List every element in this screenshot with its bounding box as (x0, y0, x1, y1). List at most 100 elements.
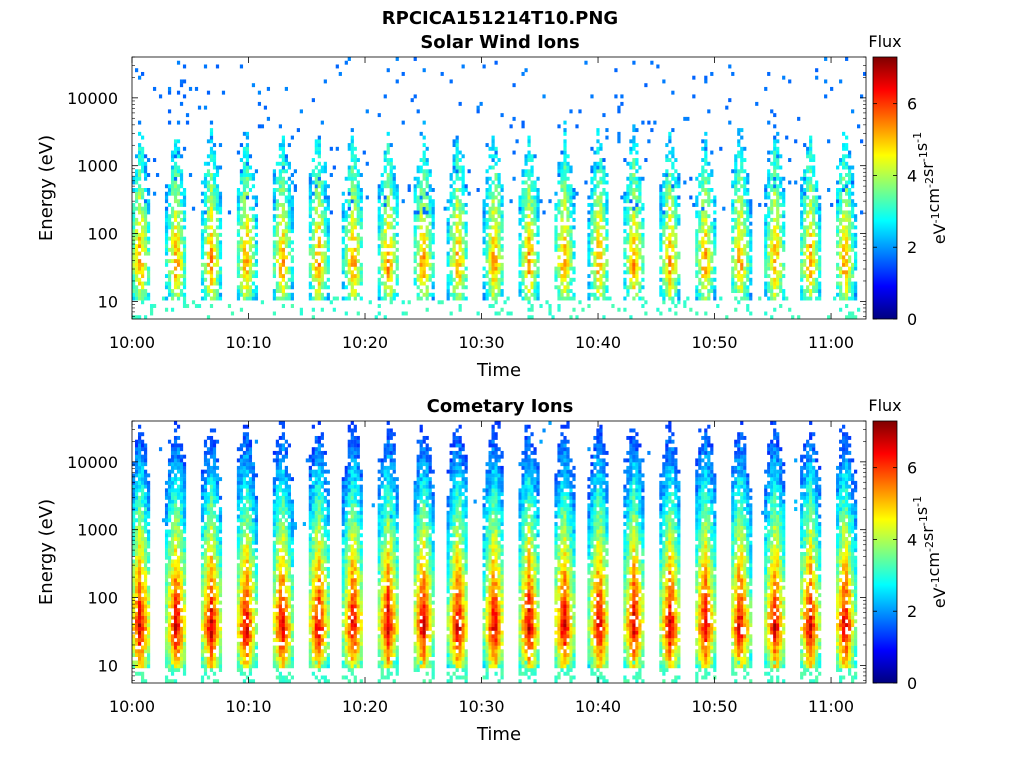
heatmap-cell (779, 180, 783, 185)
heatmap-cell (135, 552, 139, 556)
heatmap-cell (686, 296, 690, 301)
heatmap-cell (485, 143, 489, 148)
heatmap-cell (212, 232, 217, 237)
heatmap-cell (527, 176, 531, 181)
heatmap-cell (132, 176, 136, 181)
heatmap-cell (182, 296, 187, 301)
heatmap-cell (386, 251, 390, 256)
heatmap-cell (521, 262, 525, 267)
heatmap-cell (143, 604, 148, 609)
heatmap-cell (488, 266, 492, 271)
heatmap-cell (512, 150, 516, 155)
heatmap-cell (707, 176, 711, 181)
heatmap-cell (608, 296, 612, 301)
heatmap-cell (132, 611, 136, 616)
heatmap-cell (179, 552, 184, 556)
heatmap-cell (497, 289, 501, 293)
heatmap-cell (179, 503, 184, 508)
heatmap-cell (308, 176, 312, 181)
heatmap-cell (272, 274, 277, 279)
heatmap-cell (845, 225, 849, 230)
heatmap-cell (587, 202, 591, 207)
heatmap-cell (320, 169, 324, 174)
heatmap-cell (176, 447, 181, 452)
heatmap-cell (350, 154, 354, 159)
heatmap-cell (425, 225, 429, 230)
heatmap-cell (779, 277, 783, 282)
heatmap-cell (377, 281, 381, 286)
heatmap-cell (132, 593, 136, 598)
heatmap-cell (137, 641, 142, 646)
heatmap-cell (713, 202, 717, 207)
heatmap-cell (206, 180, 211, 185)
heatmap-cell (641, 259, 645, 264)
heatmap-cell (452, 191, 456, 196)
heatmap-cell (485, 270, 489, 275)
heatmap-cell (383, 210, 387, 215)
heatmap-cell (641, 304, 645, 308)
heatmap-cell (137, 266, 142, 271)
heatmap-cell (419, 188, 423, 192)
heatmap-cell (167, 514, 172, 519)
heatmap-cell (140, 210, 145, 215)
heatmap-cell (200, 191, 205, 196)
heatmap-cell (356, 247, 360, 252)
heatmap-cell (548, 311, 552, 316)
heatmap-cell (167, 221, 172, 226)
heatmap-cell (320, 191, 324, 196)
heatmap-cell (380, 217, 384, 222)
heatmap-cell (137, 484, 142, 489)
heatmap-cell (227, 304, 232, 308)
heatmap-cell (176, 596, 181, 601)
heatmap-cell (203, 199, 208, 204)
heatmap-cell (209, 135, 214, 140)
heatmap-cell (812, 244, 816, 249)
heatmap-cell (848, 150, 852, 155)
heatmap-cell (836, 165, 840, 170)
heatmap-cell (143, 247, 148, 252)
heatmap-cell (782, 292, 786, 297)
heatmap-cell (809, 281, 813, 286)
heatmap-cell (323, 270, 327, 275)
heatmap-cell (132, 503, 136, 508)
heatmap-cell (320, 281, 324, 286)
heatmap-cell (146, 630, 151, 635)
heatmap-cell (455, 251, 459, 256)
heatmap-cell (659, 244, 663, 249)
heatmap-cell (290, 173, 294, 177)
heatmap-cell (173, 281, 178, 286)
heatmap-cell (140, 154, 145, 159)
heatmap-cell (746, 270, 750, 275)
heatmap-cell (143, 581, 148, 586)
heatmap-cell (749, 255, 753, 260)
heatmap-cell (245, 146, 250, 151)
heatmap-cell (614, 94, 618, 99)
heatmap-cell (671, 255, 675, 260)
heatmap-cell (425, 232, 429, 237)
heatmap-cell (314, 244, 318, 249)
heatmap-cell (626, 184, 630, 189)
heatmap-cell (212, 165, 217, 170)
heatmap-cell (281, 154, 285, 159)
heatmap-cell (836, 285, 840, 290)
heatmap-cell (803, 229, 807, 234)
heatmap-cell (701, 176, 705, 181)
heatmap-cell (203, 105, 208, 110)
heatmap-cell (212, 195, 217, 200)
heatmap-cell (449, 232, 453, 237)
heatmap-cell (167, 555, 172, 560)
heatmap-cell (536, 191, 540, 196)
heatmap-cell (194, 304, 199, 308)
heatmap-cell (452, 285, 456, 290)
heatmap-cell (671, 214, 675, 219)
heatmap-cell (272, 296, 277, 301)
heatmap-cell (563, 176, 567, 181)
heatmap-cell (281, 289, 285, 293)
heatmap-cell (320, 251, 324, 256)
heatmap-cell (596, 165, 600, 170)
heatmap-cell (137, 566, 142, 571)
heatmap-cell (557, 262, 561, 267)
heatmap-cell (167, 649, 172, 654)
heatmap-cell (428, 262, 432, 267)
heatmap-cell (135, 458, 139, 463)
